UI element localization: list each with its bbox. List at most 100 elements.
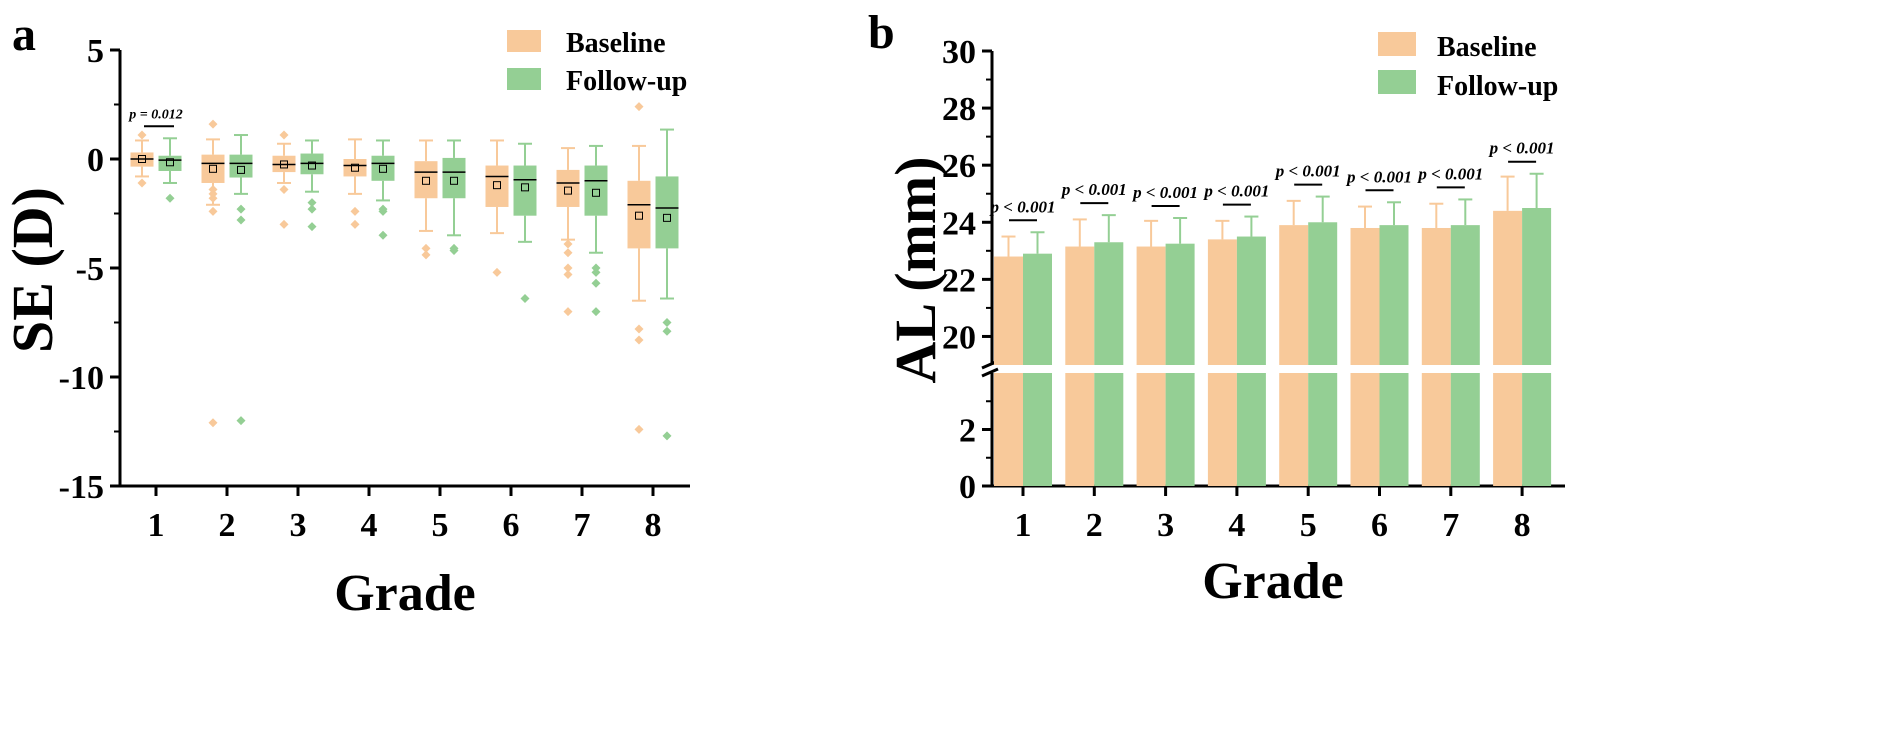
box-followup bbox=[584, 165, 608, 216]
p-value-annotation: p < 0.001 bbox=[1131, 183, 1198, 202]
bar-lower-followup bbox=[1094, 373, 1124, 486]
bar-baseline bbox=[1136, 246, 1166, 365]
legend-label-baseline: Baseline bbox=[566, 28, 666, 59]
mean-marker-followup bbox=[663, 213, 671, 222]
panel-b-label: b bbox=[868, 6, 895, 59]
x-tick-label: 1 bbox=[1015, 507, 1032, 544]
x-tick-label: 4 bbox=[361, 507, 378, 544]
panel-a-se-boxplot: a SE (D) Grade 5 0 -5 -10 -15 1 2 3 4 5 6 7 8 p = 0.… bbox=[0, 8, 690, 622]
outlier-followup bbox=[591, 267, 601, 277]
mean-marker-followup bbox=[592, 188, 600, 197]
p-value-annotation: p = 0.012 bbox=[128, 107, 182, 122]
outlier-followup bbox=[662, 318, 672, 327]
outlier-followup bbox=[378, 230, 388, 240]
x-tick-label: 3 bbox=[290, 507, 307, 544]
outlier-baseline bbox=[279, 130, 289, 140]
outlier-followup bbox=[591, 278, 601, 288]
y-tick-label: 20 bbox=[942, 319, 976, 356]
outlier-baseline bbox=[279, 185, 289, 195]
x-tick-label: 4 bbox=[1228, 507, 1245, 544]
y-tick-label: -15 bbox=[59, 469, 104, 506]
panel-a-x-axis-label: Grade bbox=[334, 565, 476, 622]
mean-marker-baseline bbox=[280, 160, 288, 169]
panel-b-x-axis-label: Grade bbox=[1202, 553, 1344, 610]
legend-swatch-followup bbox=[507, 68, 541, 90]
outlier-followup bbox=[449, 246, 459, 256]
bar-lower-followup bbox=[1023, 373, 1052, 486]
mean-marker-baseline bbox=[351, 163, 359, 172]
outlier-baseline bbox=[279, 219, 289, 229]
mean-marker-followup bbox=[237, 165, 245, 174]
panel-a-y-axis-label: SE (D) bbox=[0, 187, 65, 353]
outlier-baseline bbox=[208, 119, 218, 129]
bar-baseline bbox=[1350, 227, 1380, 365]
legend-swatch-baseline bbox=[507, 30, 541, 52]
outlier-baseline bbox=[563, 263, 573, 273]
outlier-baseline bbox=[137, 130, 147, 140]
mean-marker-baseline bbox=[635, 211, 643, 220]
y-tick-label: 0 bbox=[87, 142, 104, 179]
x-tick-label: 5 bbox=[432, 507, 449, 544]
outlier-baseline bbox=[634, 424, 644, 434]
mean-marker-baseline bbox=[209, 164, 217, 173]
y-tick-label: 2 bbox=[959, 413, 976, 450]
x-tick-label: 8 bbox=[645, 507, 662, 544]
bar-lower-baseline bbox=[1136, 373, 1166, 486]
box-baseline bbox=[414, 161, 438, 199]
panel-b-y-axis-label: AL (mm) bbox=[883, 156, 948, 383]
x-tick-label: 8 bbox=[1514, 507, 1531, 544]
legend-swatch-baseline bbox=[1378, 32, 1416, 56]
y-tick-label: 30 bbox=[942, 34, 976, 71]
outlier-followup bbox=[378, 206, 388, 216]
y-tick-label: 22 bbox=[942, 262, 976, 299]
mean-marker-baseline bbox=[564, 186, 572, 195]
mean-marker-baseline bbox=[493, 181, 501, 190]
bar-followup bbox=[1522, 208, 1552, 365]
box-followup bbox=[442, 157, 466, 199]
bar-followup bbox=[1023, 253, 1052, 365]
panel-a-label: a bbox=[12, 8, 36, 61]
outlier-baseline bbox=[208, 206, 218, 216]
bar-lower-baseline bbox=[1350, 373, 1380, 486]
outlier-baseline bbox=[421, 243, 431, 253]
x-tick-label: 7 bbox=[1442, 507, 1459, 544]
outlier-baseline bbox=[137, 178, 147, 188]
axis-break-mark bbox=[981, 367, 999, 378]
p-value-annotation: p < 0.001 bbox=[1416, 164, 1483, 183]
box-followup bbox=[158, 155, 182, 171]
bar-lower-followup bbox=[1165, 373, 1195, 486]
outlier-baseline bbox=[492, 267, 502, 277]
p-value-annotation: p < 0.001 bbox=[1202, 182, 1269, 201]
box-followup bbox=[371, 155, 395, 181]
panel-a-boxes: p = 0.012 bbox=[128, 102, 679, 441]
mean-marker-baseline bbox=[138, 155, 146, 163]
x-tick-label: 1 bbox=[148, 507, 165, 544]
p-value-annotation: p < 0.001 bbox=[1060, 180, 1127, 199]
x-tick-label: 6 bbox=[503, 507, 520, 544]
outlier-baseline bbox=[634, 324, 644, 334]
panel-b-al-barchart: b AL (mm) Grade 0 2 20 22 24 26 28 30 1 2 3 4 5 6 7 8 p… bbox=[868, 6, 1565, 610]
y-tick-label: 26 bbox=[942, 148, 976, 185]
bar-followup bbox=[1450, 225, 1480, 365]
bar-lower-baseline bbox=[1279, 373, 1309, 486]
p-value-annotation: p < 0.001 bbox=[1345, 167, 1412, 186]
bar-baseline bbox=[1065, 246, 1095, 365]
bar-lower-followup bbox=[1450, 373, 1480, 486]
outlier-followup bbox=[307, 204, 317, 214]
y-tick-label: 0 bbox=[959, 469, 976, 506]
outlier-baseline bbox=[350, 206, 360, 216]
outlier-followup bbox=[591, 307, 601, 317]
y-tick-label: 28 bbox=[942, 91, 976, 128]
mean-marker-followup bbox=[166, 158, 174, 167]
bar-lower-followup bbox=[1379, 373, 1409, 486]
outlier-followup bbox=[236, 416, 246, 426]
bar-lower-baseline bbox=[1421, 373, 1451, 486]
p-value-annotation: p < 0.001 bbox=[989, 197, 1056, 216]
bar-lower-baseline bbox=[1207, 373, 1237, 486]
outlier-baseline bbox=[421, 250, 431, 260]
outlier-followup bbox=[165, 193, 175, 203]
outlier-followup bbox=[236, 204, 246, 214]
outlier-baseline bbox=[208, 193, 218, 203]
bar-lower-baseline bbox=[1493, 373, 1523, 486]
